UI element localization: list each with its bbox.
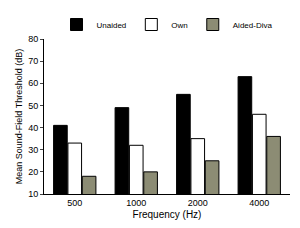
svg-text:20: 20 — [28, 167, 38, 177]
svg-text:80: 80 — [28, 34, 38, 44]
svg-text:70: 70 — [28, 56, 38, 66]
svg-text:500: 500 — [67, 198, 82, 208]
svg-text:4000: 4000 — [249, 198, 269, 208]
svg-text:2000: 2000 — [188, 198, 208, 208]
svg-text:Own: Own — [171, 21, 187, 30]
svg-text:40: 40 — [28, 123, 38, 133]
svg-text:Mean Sound-Field Threshold (dB: Mean Sound-Field Threshold (dB) — [14, 49, 24, 184]
svg-text:1000: 1000 — [126, 198, 146, 208]
svg-text:30: 30 — [28, 145, 38, 155]
svg-text:Frequency (Hz): Frequency (Hz) — [133, 209, 202, 220]
svg-text:60: 60 — [28, 78, 38, 88]
svg-text:10: 10 — [28, 189, 38, 199]
svg-text:Aided-Diva: Aided-Diva — [233, 21, 273, 30]
svg-text:50: 50 — [28, 101, 38, 111]
svg-text:Unaided: Unaided — [97, 21, 127, 30]
